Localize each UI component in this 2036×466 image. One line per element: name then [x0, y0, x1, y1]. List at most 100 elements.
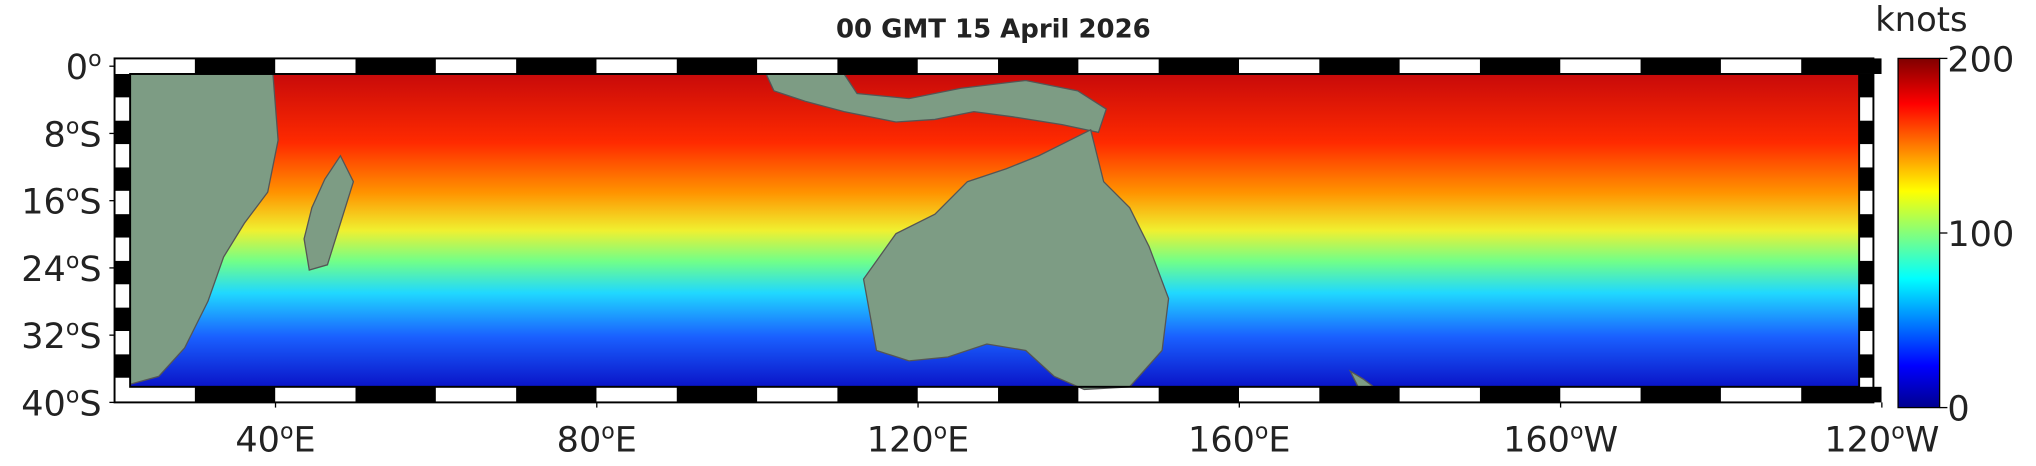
tick-hemisphere: S [79, 182, 101, 223]
tick-number: 32 [21, 316, 66, 357]
lat-tick-label: 40oS [21, 383, 101, 424]
tick-hemisphere: S [79, 383, 101, 424]
tick-number: 120 [867, 420, 934, 461]
tick-hemisphere: E [947, 420, 969, 461]
checker-block [837, 386, 918, 403]
colorbar-tick-label: 100 [1947, 214, 2014, 255]
checker-block [1859, 120, 1874, 145]
tick-degree: o [66, 182, 80, 207]
tick-degree: o [66, 114, 80, 139]
lon-tick-label: 40oE [235, 420, 315, 461]
tick-number: 160 [1188, 420, 1255, 461]
checker-block [1859, 307, 1874, 332]
colorbar-tick-label: 0 [1947, 389, 1969, 430]
lat-tick-label: 32oS [21, 316, 101, 357]
tick-number: 80 [557, 420, 602, 461]
checker-block [114, 167, 131, 191]
tick-hemisphere: W [1583, 420, 1618, 461]
tick-number: 40 [235, 420, 280, 461]
colorbar [1897, 57, 1941, 409]
checker-block [114, 307, 131, 332]
australia [862, 128, 1170, 391]
checker-block [1859, 260, 1874, 285]
lon-tick-label: 120oW [1824, 420, 1939, 461]
tick-degree: o [601, 420, 615, 445]
tick-hemisphere: E [293, 420, 315, 461]
tick-hemisphere: E [615, 420, 637, 461]
tick-degree: o [280, 420, 294, 445]
land [129, 73, 1376, 391]
madagascar [303, 154, 355, 271]
checker-block [998, 386, 1079, 403]
tick-degree: o [934, 420, 948, 445]
checker-block [355, 58, 436, 74]
lat-tick-label: 24oS [21, 249, 101, 290]
checker-block [114, 214, 131, 238]
checker-block [1158, 386, 1239, 403]
lat-tick-label: 0o [66, 47, 102, 88]
lon-tick-label: 80oE [557, 420, 637, 461]
tick-hemisphere: S [79, 114, 101, 155]
tick-number: 16 [21, 182, 66, 223]
checker-block [1640, 386, 1721, 403]
checker-block [1158, 58, 1239, 74]
checker-block [114, 260, 131, 285]
checker-block [516, 58, 597, 74]
tick-degree: o [66, 249, 80, 274]
lon-tick-label: 160oE [1188, 420, 1291, 461]
checker-block [1801, 386, 1882, 403]
checker-block [1859, 214, 1874, 238]
checker-block [837, 58, 918, 74]
checker-block [355, 386, 436, 403]
tick-number: 40 [21, 383, 66, 424]
frame-checker [114, 58, 1882, 403]
checker-block [194, 58, 276, 74]
checker-block [114, 73, 131, 98]
checker-block [194, 386, 276, 403]
map-title: 00 GMT 15 April 2026 [836, 15, 1151, 45]
colorbar-tick-label: 200 [1947, 39, 2014, 80]
checker-block [516, 386, 597, 403]
checker-block [114, 120, 131, 145]
tick-hemisphere: W [1905, 420, 1940, 461]
lat-tick-label: 8oS [44, 114, 102, 155]
indonesia [765, 73, 1108, 134]
tick-degree: o [1255, 420, 1269, 445]
checker-block [1859, 354, 1874, 378]
tick-degree: o [1891, 420, 1905, 445]
checker-block [1859, 73, 1874, 98]
checker-block [1319, 386, 1400, 403]
lon-tick-label: 160oW [1503, 420, 1618, 461]
tick-number: 160 [1503, 420, 1570, 461]
tick-degree: o [66, 316, 80, 341]
colorbar-label: knots [1875, 0, 1967, 39]
tick-number: 0 [66, 47, 88, 88]
checker-block [998, 58, 1079, 74]
tick-number: 24 [21, 249, 66, 290]
tick-hemisphere: E [1268, 420, 1290, 461]
lat-tick-label: 16oS [21, 182, 101, 223]
tick-number: 8 [44, 114, 66, 155]
checker-block [1479, 58, 1561, 74]
tick-degree: o [1570, 420, 1584, 445]
tick-degree: o [66, 383, 80, 408]
checker-block [1479, 386, 1561, 403]
checker-block [1319, 58, 1400, 74]
tick-degree: o [88, 47, 102, 72]
checker-block [1801, 58, 1882, 74]
lon-tick-label: 120oE [867, 420, 970, 461]
tick-hemisphere: S [79, 249, 101, 290]
checker-block [1859, 167, 1874, 191]
africa [129, 73, 279, 386]
tick-number: 120 [1824, 420, 1891, 461]
tick-hemisphere: S [79, 316, 101, 357]
inner-border [129, 73, 1861, 388]
checker-block [676, 386, 758, 403]
map-frame [113, 57, 1882, 404]
checker-block [1640, 58, 1721, 74]
checker-block [114, 354, 131, 378]
checker-block [676, 58, 758, 74]
